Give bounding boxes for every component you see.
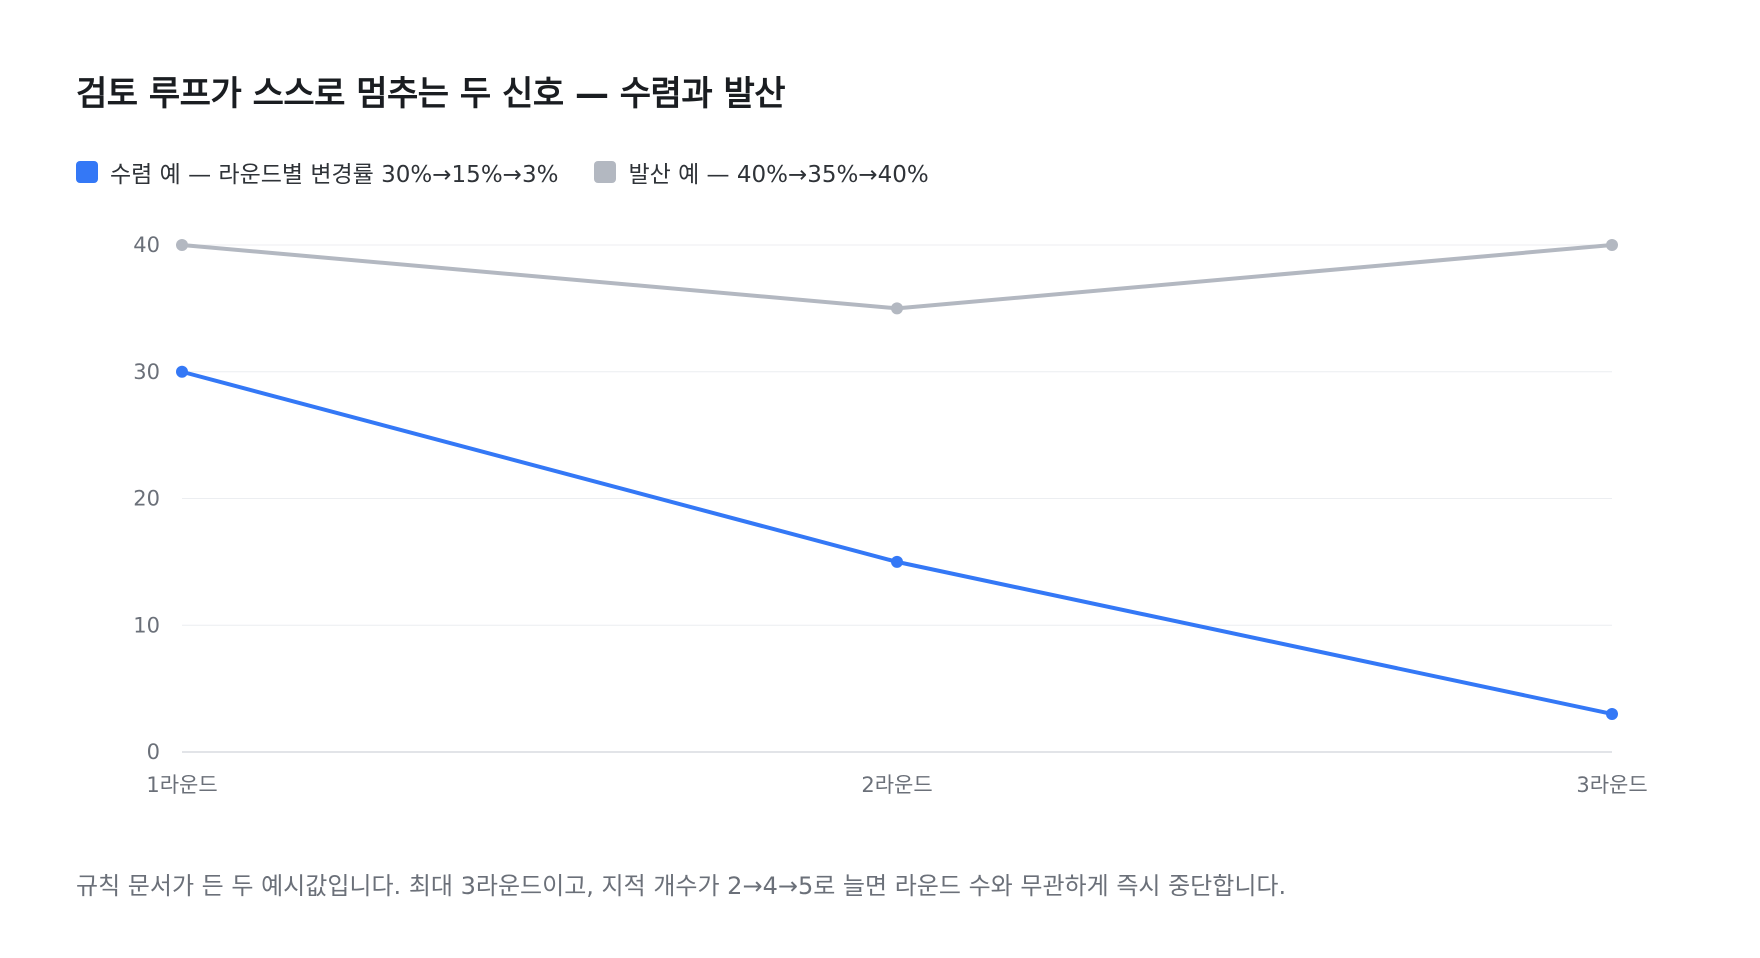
data-point-s1-1 (176, 365, 188, 378)
data-point-s2-1 (176, 239, 188, 251)
series-line-2 (180, 243, 1614, 311)
series-line-1 (180, 369, 1614, 716)
data-point-s1-2 (891, 555, 903, 568)
y-tick-label-10: 10 (133, 613, 160, 637)
y-tick-label-40: 40 (133, 233, 160, 257)
data-point-s2-2 (891, 302, 903, 315)
x-tick-label-3: 3라운드 (1576, 773, 1647, 797)
legend-swatch-converge (76, 161, 98, 183)
data-point-s2-3 (1606, 239, 1618, 251)
legend-item-converge: 수렴 예 — 라운드별 변경률 30%→15%→3% (76, 155, 558, 189)
legend-item-diverge: 발산 예 — 40%→35%→40% (594, 155, 929, 189)
data-point-s1-3 (1606, 707, 1618, 720)
legend: 수렴 예 — 라운드별 변경률 30%→15%→3% 발산 예 — 40%→35… (76, 155, 929, 189)
y-tick-label-30: 30 (133, 360, 160, 384)
legend-label-diverge: 발산 예 — 40%→35%→40% (628, 162, 929, 188)
chart-title: 검토 루프가 스스로 멈추는 두 신호 — 수렴과 발산 (76, 74, 786, 114)
x-tick-label-2: 2라운드 (861, 773, 932, 797)
y-tick-label-0: 0 (147, 740, 160, 764)
legend-swatch-diverge (594, 161, 617, 183)
legend-label-converge: 수렴 예 — 라운드별 변경률 30%→15%→3% (110, 162, 559, 188)
y-tick-label-20: 20 (133, 487, 160, 511)
x-tick-label-1: 1라운드 (146, 773, 217, 797)
footnote: 규칙 문서가 든 두 예시값입니다. 최대 3라운드이고, 지적 개수가 2→4… (76, 872, 1287, 900)
